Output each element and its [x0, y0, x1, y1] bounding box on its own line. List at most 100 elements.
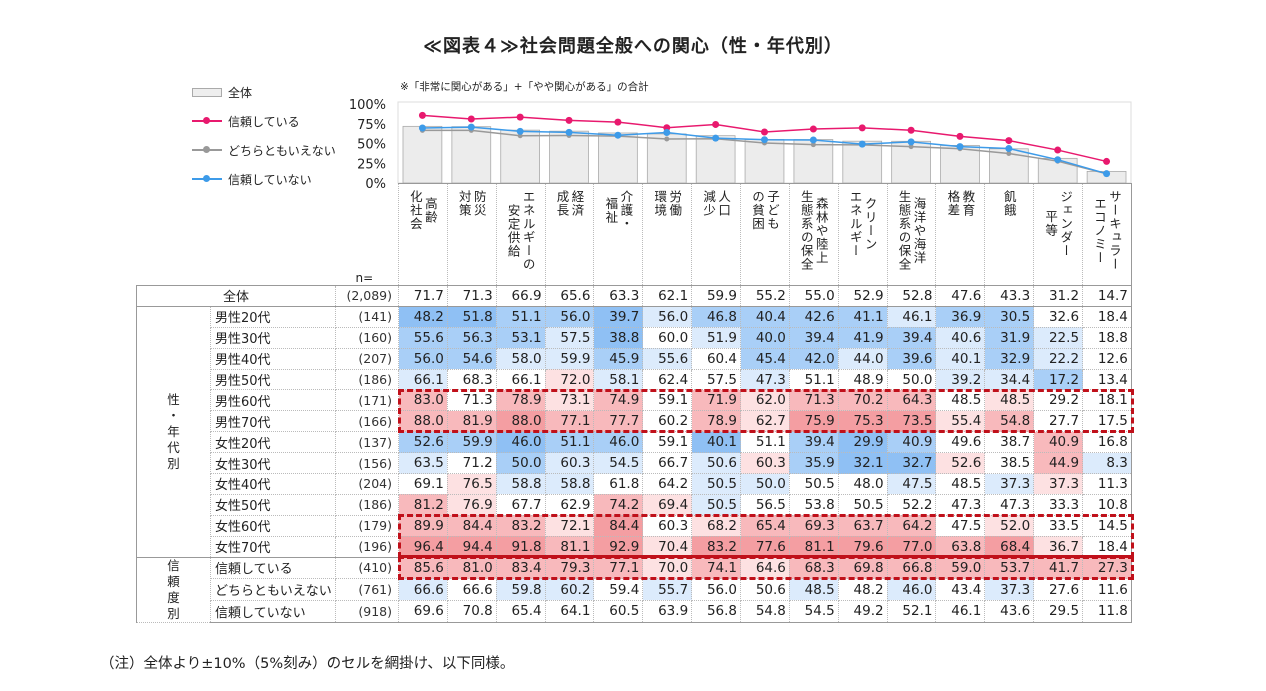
value-cell: 11.6 [1082, 578, 1132, 601]
value-cell: 18.4 [1082, 535, 1132, 558]
value-cell: 12.6 [1082, 347, 1132, 370]
value-cell: 84.4 [593, 514, 644, 537]
table-row: 男性60代 (171) 83.0 71.3 78.9 73.1 74.9 59.1 71.9 62… [137, 389, 1132, 412]
value-cell: 17.2 [1033, 368, 1084, 391]
value-cell: 42.0 [788, 347, 839, 370]
line-point [712, 134, 720, 142]
table-row-total: 全体 (2,089) 71.7 71.3 66.9 65.6 63.3 62.1 59.9 55.… [136, 285, 1132, 307]
value-cell: 77.6 [740, 535, 790, 558]
value-cell: 41.1 [837, 305, 888, 328]
sample-size: (186) [335, 493, 399, 516]
value-cell: 48.9 [837, 368, 888, 391]
value-cell: 49.6 [935, 431, 986, 454]
value-cell: 66.6 [398, 578, 448, 601]
value-cell: 46.0 [495, 431, 546, 454]
value-cell: 59.8 [495, 578, 546, 601]
line-point [1005, 145, 1013, 153]
row-label: 女性60代 [210, 514, 336, 537]
line-point [565, 116, 573, 124]
value-cell: 57.5 [691, 368, 742, 391]
value-cell: 78.9 [495, 389, 546, 412]
value-cell: 68.4 [984, 535, 1035, 558]
value-cell: 52.6 [935, 452, 986, 475]
value-cell: 30.5 [984, 305, 1035, 328]
sample-size: (171) [335, 389, 399, 412]
value-cell: 46.0 [593, 431, 644, 454]
row-label: 女性20代 [210, 431, 336, 454]
sample-size: (141) [335, 305, 399, 328]
value-cell: 62.4 [642, 368, 693, 391]
sample-size: (179) [335, 514, 399, 537]
legend-line-swatch-icon [192, 116, 222, 126]
value-cell: 81.9 [446, 410, 497, 433]
value-cell: 35.9 [788, 452, 839, 475]
line-point [809, 136, 817, 144]
y-tick-label: 100% [349, 98, 386, 113]
value-cell: 37.3 [984, 473, 1035, 495]
value-cell: 68.3 [788, 556, 839, 580]
column-header: 飢餓 [984, 183, 1035, 286]
value-cell: 70.2 [837, 389, 888, 412]
value-cell: 59.4 [593, 578, 644, 601]
line-point [810, 142, 816, 148]
value-cell: 75.9 [788, 410, 839, 433]
column-header: 人口 減少 [691, 183, 742, 286]
bar-overall [940, 144, 980, 184]
value-cell: 66.1 [495, 368, 546, 391]
value-cell: 39.2 [935, 368, 986, 391]
value-cell: 47.5 [886, 473, 937, 495]
table-row: 男性70代 (166) 88.0 81.9 88.0 77.1 77.7 60.2 78.9 62… [137, 410, 1132, 433]
line-point [418, 124, 426, 132]
bar-overall [842, 140, 883, 184]
value-cell: 50.0 [495, 452, 546, 475]
column-header-label: 森林や陸上 生態系の保全 [798, 190, 829, 271]
value-cell: 71.3 [788, 389, 839, 412]
value-cell: 77.7 [593, 410, 644, 433]
value-cell: 84.4 [446, 514, 497, 537]
line-point [664, 136, 670, 142]
line-point [614, 118, 622, 126]
value-cell: 70.4 [642, 535, 693, 558]
value-cell: 54.5 [788, 599, 839, 623]
value-cell: 74.9 [593, 389, 644, 412]
value-cell: 63.9 [642, 599, 693, 623]
value-cell: 69.3 [788, 514, 839, 537]
value-cell: 47.3 [935, 493, 986, 516]
value-cell: 44.0 [837, 347, 888, 370]
sample-size: (186) [335, 368, 399, 391]
value-cell: 88.0 [398, 410, 448, 433]
value-cell: 64.1 [544, 599, 595, 623]
sample-size: (160) [335, 326, 399, 349]
value-cell: 71.3 [446, 389, 497, 412]
value-cell: 52.2 [886, 493, 937, 516]
value-cell: 60.2 [642, 410, 693, 433]
value-cell: 56.8 [691, 599, 742, 623]
value-cell: 22.5 [1033, 326, 1084, 349]
row-label: 信頼していない [210, 599, 336, 623]
value-cell: 65.6 [544, 285, 595, 307]
y-tick-label: 0% [365, 177, 386, 188]
column-header-label: 介護・ 福祉 [603, 190, 634, 231]
sample-size: (2,089) [335, 285, 399, 307]
column-header-label: 労働 環境 [652, 190, 683, 217]
value-cell: 33.3 [1033, 493, 1084, 516]
value-cell: 69.1 [398, 473, 448, 495]
value-cell: 79.3 [544, 556, 595, 580]
value-cell: 59.0 [935, 556, 986, 580]
line-point [908, 144, 914, 150]
value-cell: 78.9 [691, 410, 742, 433]
value-cell: 34.4 [984, 368, 1035, 391]
y-tick-label: 75% [357, 118, 386, 133]
chart-note: ※「非常に関心がある」+「やや関心がある」の合計 [400, 81, 649, 93]
value-cell: 56.3 [446, 326, 497, 349]
value-cell: 48.5 [788, 578, 839, 601]
value-cell: 46.1 [886, 305, 937, 328]
legend-bar-swatch-icon [192, 87, 222, 97]
row-label: 信頼している [210, 556, 336, 580]
column-header-label: 子ども の貧困 [749, 190, 780, 231]
value-cell: 64.6 [740, 556, 790, 580]
value-cell: 52.1 [886, 599, 937, 623]
row-label: どちらともいえない [210, 578, 336, 601]
value-cell: 52.8 [886, 285, 937, 307]
column-header: ジェンダー 平等 [1033, 183, 1084, 286]
